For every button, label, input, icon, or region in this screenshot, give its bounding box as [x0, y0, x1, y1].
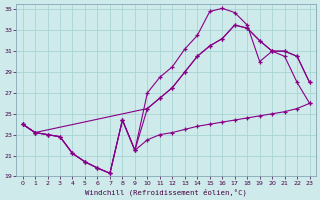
X-axis label: Windchill (Refroidissement éolien,°C): Windchill (Refroidissement éolien,°C)	[85, 188, 247, 196]
